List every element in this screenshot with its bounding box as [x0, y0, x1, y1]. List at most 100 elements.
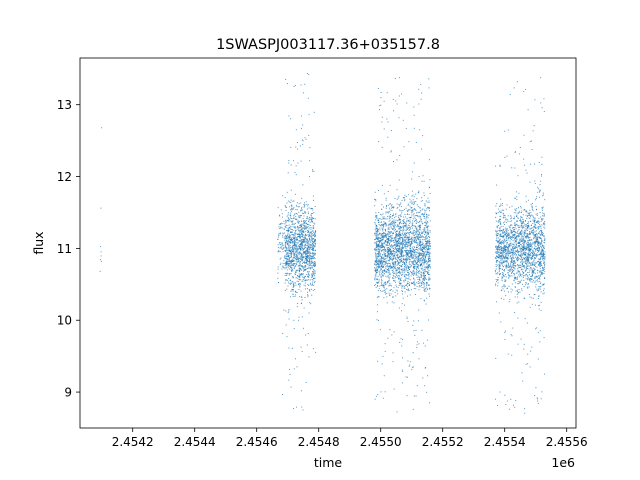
data-point [510, 268, 512, 270]
data-point [412, 210, 414, 212]
data-point [427, 256, 429, 258]
data-point [408, 217, 410, 219]
data-point [501, 247, 503, 249]
data-point [405, 260, 407, 262]
data-point [382, 254, 384, 256]
data-point [428, 240, 430, 242]
data-point [308, 246, 310, 248]
data-point [379, 269, 381, 271]
data-point [418, 276, 420, 278]
data-point [497, 246, 499, 248]
data-point [394, 268, 396, 270]
data-point [381, 146, 383, 148]
data-point [377, 230, 379, 232]
data-point [303, 222, 305, 224]
data-point [418, 233, 420, 235]
data-point [426, 240, 428, 242]
data-point [429, 240, 431, 242]
data-point [282, 251, 284, 253]
data-point [375, 268, 377, 270]
data-point [299, 246, 301, 248]
data-point [298, 270, 300, 272]
data-point [292, 270, 294, 272]
data-point [406, 244, 408, 246]
data-point [301, 273, 303, 275]
data-point [387, 234, 389, 236]
data-point [509, 298, 511, 300]
data-point [497, 248, 499, 250]
data-point [308, 255, 310, 257]
data-point [278, 223, 280, 225]
data-point [534, 293, 536, 295]
data-point [295, 233, 297, 235]
data-point [296, 202, 298, 204]
data-point [416, 228, 418, 230]
data-point [393, 250, 395, 252]
data-point [312, 252, 314, 254]
data-point [413, 234, 415, 236]
data-point [313, 212, 315, 214]
data-point [308, 251, 310, 253]
data-point [302, 231, 304, 233]
data-point [309, 267, 311, 269]
data-point [416, 256, 418, 258]
data-point [402, 210, 404, 212]
data-point [498, 257, 500, 259]
data-point [495, 216, 497, 218]
data-point [296, 239, 298, 241]
data-point [286, 248, 288, 250]
data-point [304, 221, 306, 223]
data-point [391, 207, 393, 209]
data-point [410, 241, 412, 243]
data-point [286, 261, 288, 263]
data-point [388, 270, 390, 272]
data-point [312, 249, 314, 251]
data-point [510, 254, 512, 256]
data-point [311, 273, 313, 275]
data-point [308, 261, 310, 263]
data-point [397, 276, 399, 278]
data-point [383, 282, 385, 284]
data-point [392, 275, 394, 277]
data-point [423, 279, 425, 281]
data-point [383, 250, 385, 252]
data-point [513, 234, 515, 236]
data-point [529, 278, 531, 280]
data-point [499, 255, 501, 257]
data-point [398, 218, 400, 220]
data-point [417, 192, 419, 194]
data-point [290, 240, 292, 242]
data-point [506, 265, 508, 267]
data-point [391, 231, 393, 233]
data-point [419, 215, 421, 217]
data-point [301, 207, 303, 209]
data-point [501, 258, 503, 260]
data-point [300, 252, 302, 254]
data-point [306, 252, 308, 254]
data-point [504, 270, 506, 272]
data-point [303, 268, 305, 270]
data-point [413, 330, 415, 332]
data-point [415, 236, 417, 238]
data-point [314, 252, 316, 254]
data-point [518, 266, 520, 268]
data-point [510, 398, 512, 400]
data-point [292, 286, 294, 288]
data-point [288, 263, 290, 265]
data-point [408, 274, 410, 276]
data-point [385, 249, 387, 251]
data-point [389, 203, 391, 205]
data-point [295, 251, 297, 253]
data-point [278, 226, 280, 228]
data-point [313, 231, 315, 233]
data-point [402, 243, 404, 245]
data-point [311, 267, 313, 269]
data-point [397, 239, 399, 241]
data-point [382, 235, 384, 237]
data-point [510, 269, 512, 271]
data-point [414, 239, 416, 241]
data-point [287, 172, 289, 174]
data-point [283, 220, 285, 222]
data-point [376, 233, 378, 235]
data-point [311, 249, 313, 251]
